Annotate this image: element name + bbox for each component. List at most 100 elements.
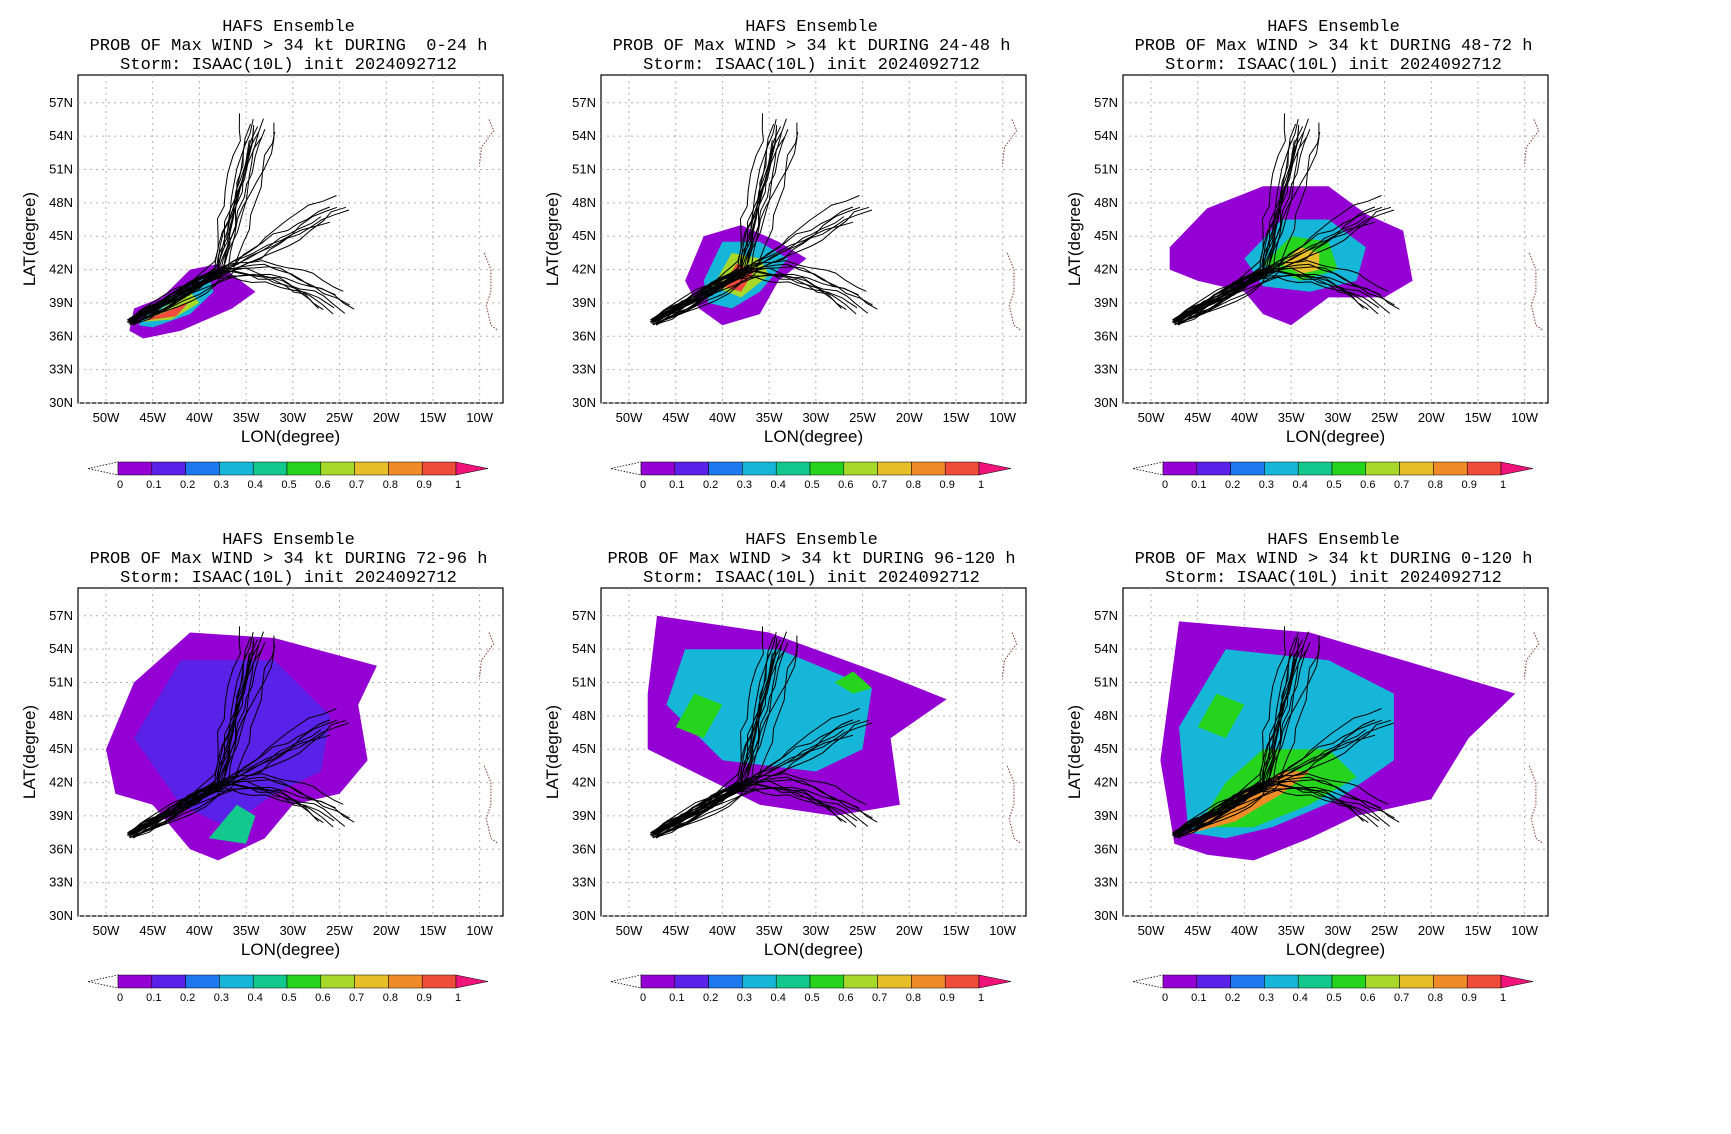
lat-tick-label: 54N (572, 128, 596, 143)
colorbar-label: 0.5 (804, 479, 819, 491)
colorbar-label: 0.2 (180, 479, 195, 491)
lon-tick-label: 15W (420, 410, 447, 425)
lon-tick-label: 45W (1184, 923, 1211, 938)
lon-tick-label: 15W (943, 923, 970, 938)
panel-title-line3: Storm: ISAAC(10L) init 2024092712 (1165, 56, 1502, 75)
coastline (1528, 252, 1544, 332)
ensemble-track (652, 118, 777, 321)
colorbar-swatch (1433, 974, 1468, 989)
probability-region (1197, 693, 1245, 739)
colorbar-swatch (1399, 974, 1434, 989)
lon-tick-label: 15W (943, 410, 970, 425)
ensemble-track (130, 641, 254, 834)
colorbar-swatch (252, 461, 288, 476)
ensemble-track (126, 267, 319, 321)
colorbar-under-arrow (87, 974, 119, 989)
ensemble-track (127, 779, 350, 835)
colorbar-swatch (1162, 461, 1198, 476)
lat-tick-label: 30N (1094, 908, 1118, 923)
colorbar-label: 0.6 (1360, 992, 1375, 1004)
lon-tick-label: 45W (139, 923, 166, 938)
panel-title-line2: PROB OF Max WIND > 34 kt DURING 0-24 h (89, 37, 488, 56)
panel-title-line2: PROB OF Max WIND > 34 kt DURING 48-72 h (1134, 37, 1533, 56)
lat-tick-label: 57N (572, 95, 596, 110)
lat-tick-label: 57N (49, 95, 73, 110)
ensemble-track (1173, 118, 1309, 320)
ensemble-track (128, 118, 264, 320)
lat-tick-label: 36N (49, 841, 73, 856)
lon-tick-label: 20W (896, 923, 923, 938)
panel-3: HAFS Ensemble PROB OF Max WIND > 34 kt DU… (1045, 0, 1622, 567)
colorbar-label: 0.8 (1428, 479, 1443, 491)
lon-tick-label: 15W (1465, 410, 1492, 425)
ensemble-track (1172, 266, 1395, 322)
colorbar-swatch (354, 974, 389, 989)
colorbar-label: 0.5 (1326, 992, 1341, 1004)
lon-tick-label: 35W (1278, 410, 1305, 425)
ensemble-track (651, 209, 873, 324)
lat-tick-label: 51N (1094, 162, 1118, 177)
ensemble-track (130, 786, 355, 838)
lon-tick-label: 35W (233, 410, 260, 425)
colorbar-swatch (320, 461, 355, 476)
lat-tick-label: 54N (49, 641, 73, 656)
ensemble-track (1173, 722, 1395, 837)
map-plot: 50W 45W 40W 35W 30W 25W 20W 15W 10W 30N 33N 36N 39N 4… (1065, 74, 1549, 491)
colorbar-label: 0.6 (315, 992, 330, 1004)
ensemble-track (655, 195, 860, 325)
panel-title-line1: HAFS Ensemble (222, 18, 355, 37)
colorbar-label: 0.4 (771, 992, 786, 1004)
ensemble-track (1175, 128, 1299, 321)
coastline (1528, 765, 1544, 845)
colorbar-label: 0.9 (417, 992, 432, 1004)
ensemble-track (1173, 631, 1309, 833)
lat-tick-label: 33N (1094, 875, 1118, 890)
colorbar-label: 0.3 (1259, 992, 1274, 1004)
colorbar-swatch (1196, 461, 1231, 476)
lat-tick-label: 42N (572, 775, 596, 790)
colorbar-under-arrow (87, 461, 119, 476)
lon-tick-label: 40W (1231, 410, 1258, 425)
colorbar-swatch (252, 974, 288, 989)
ensemble-track (1175, 273, 1400, 325)
colorbar-swatch (674, 974, 709, 989)
ensemble-track (130, 128, 254, 321)
ensemble-track (651, 722, 873, 837)
lat-tick-label: 36N (572, 328, 596, 343)
colorbar-swatch (1331, 974, 1367, 989)
lat-tick-label: 45N (1094, 741, 1118, 756)
colorbar-label: 0.1 (669, 479, 684, 491)
colorbar-label: 0.2 (1225, 479, 1240, 491)
map-plot: 50W 45W 40W 35W 30W 25W 20W 15W 10W 30N 33N 36N 39N 4… (543, 587, 1027, 1004)
coastline (1006, 765, 1022, 845)
ensemble-track (653, 786, 878, 838)
lat-tick-label: 57N (572, 608, 596, 623)
ensemble-track (129, 631, 254, 834)
colorbar-over-arrow (455, 974, 489, 989)
colorbar-swatch (708, 461, 743, 476)
lat-tick-label: 51N (1094, 675, 1118, 690)
panel-5: HAFS Ensemble PROB OF Max WIND > 34 kt DU… (523, 513, 1100, 1080)
colorbar-swatch (1365, 974, 1400, 989)
ensemble-track (653, 273, 878, 325)
ensemble-track (656, 644, 799, 839)
ensemble-track (129, 118, 254, 321)
ensemble-track (1171, 780, 1364, 834)
lat-tick-label: 51N (572, 675, 596, 690)
colorbar-label: 0.7 (1394, 992, 1409, 1004)
colorbar-label: 0.3 (1259, 479, 1274, 491)
lat-tick-label: 30N (49, 395, 73, 410)
colorbar-swatch (117, 461, 153, 476)
colorbar-swatch (421, 461, 457, 476)
ensemble-track (133, 644, 276, 839)
colorbar-swatch (320, 974, 355, 989)
lon-tick-label: 45W (139, 410, 166, 425)
ensemble-track (1178, 273, 1391, 324)
lat-tick-label: 54N (572, 641, 596, 656)
coastline (479, 632, 495, 677)
panel-6: HAFS Ensemble PROB OF Max WIND > 34 kt DU… (1045, 513, 1622, 1080)
panel-title-line2: PROB OF Max WIND > 34 kt DURING 24-48 h (612, 37, 1011, 56)
colorbar-label: 0.6 (1360, 479, 1375, 491)
lon-tick-label: 40W (709, 923, 736, 938)
colorbar-label: 0.5 (281, 479, 296, 491)
